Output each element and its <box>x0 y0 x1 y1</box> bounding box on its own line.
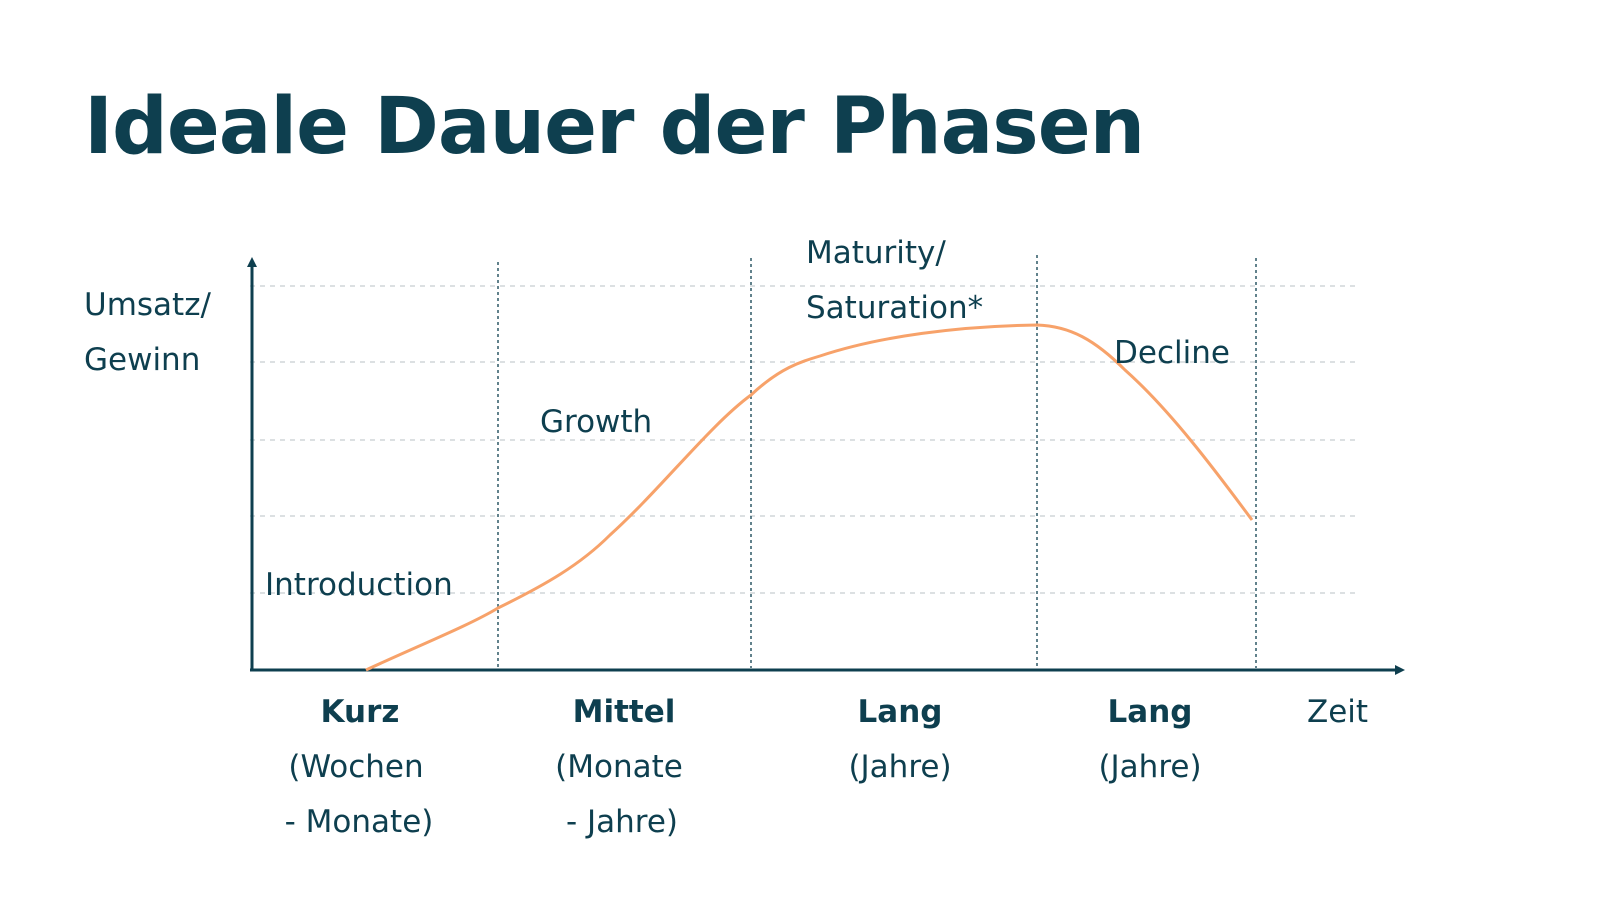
duration-lang-maturity: Lang (Jahre) <box>848 694 951 785</box>
phase-label-line: Saturation* <box>806 290 983 326</box>
duration-mittel: Mittel (Monate - Jahre) <box>555 694 683 840</box>
duration-main: Kurz <box>321 694 400 730</box>
y-axis-label: Umsatz/ Gewinn <box>84 287 221 378</box>
duration-main: Lang <box>1108 694 1193 730</box>
duration-lang-decline: Lang (Jahre) <box>1098 694 1201 785</box>
phase-label-introduction: Introduction <box>265 567 453 603</box>
phase-label-growth: Growth <box>540 404 652 440</box>
phase-label-decline: Decline <box>1114 335 1230 371</box>
phase-label-line: Maturity/ <box>806 235 946 271</box>
page-title: Ideale Dauer der Phasen <box>84 82 1145 172</box>
duration-main: Mittel <box>573 694 676 730</box>
duration-detail: (Monate <box>555 749 683 785</box>
duration-detail: (Jahre) <box>1098 749 1201 785</box>
x-axis-label: Zeit <box>1307 694 1368 730</box>
duration-main: Lang <box>858 694 943 730</box>
duration-detail: (Wochen <box>288 749 423 785</box>
duration-detail: (Jahre) <box>848 749 951 785</box>
duration-detail: - Jahre) <box>566 804 678 840</box>
duration-kurz: Kurz (Wochen - Monate) <box>285 694 434 840</box>
duration-detail: - Monate) <box>285 804 434 840</box>
y-axis-label-line: Gewinn <box>84 342 200 378</box>
phase-label-maturity: Maturity/ Saturation* <box>806 235 983 326</box>
lifecycle-curve <box>365 323 1254 672</box>
y-axis-label-line: Umsatz/ <box>84 287 211 323</box>
